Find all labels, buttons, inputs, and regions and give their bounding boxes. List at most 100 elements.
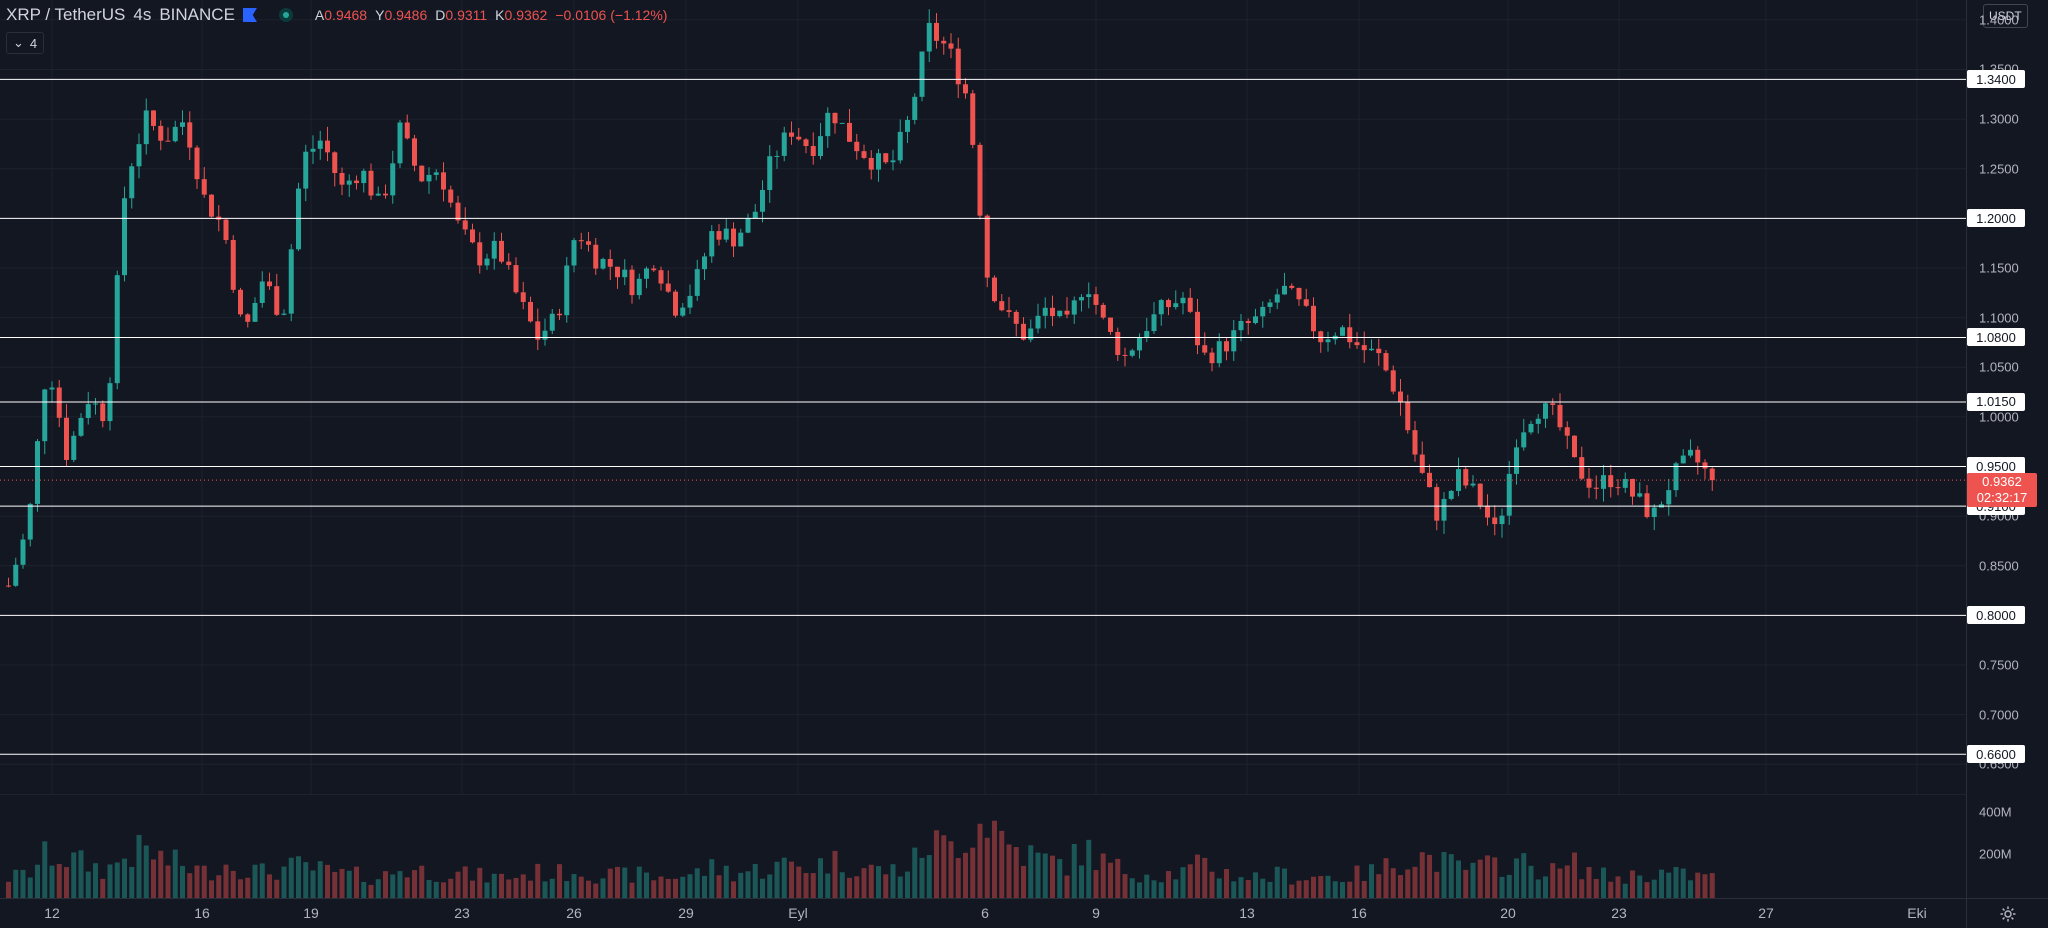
candle-body (564, 265, 570, 316)
candle-body (1419, 454, 1425, 473)
volume-bar (999, 830, 1005, 898)
last-price-value: 0.9362 (1982, 474, 2022, 490)
candle-body (1115, 331, 1121, 355)
volume-bar (1680, 868, 1686, 898)
candle-body (760, 190, 765, 212)
horizontal-level-label[interactable]: 0.8000 (1967, 606, 2025, 625)
horizontal-level-label[interactable]: 1.0800 (1967, 328, 2025, 347)
volume-bar (455, 871, 461, 898)
volume-bar (622, 867, 628, 898)
price-tick: 0.8500 (1979, 558, 2019, 574)
volume-bar (1528, 865, 1534, 898)
price-tick: 1.2500 (1979, 161, 2019, 177)
volume-bar (1274, 866, 1280, 898)
volume-bar (680, 876, 686, 898)
candle-body (1209, 352, 1215, 364)
horizontal-level-label[interactable]: 0.6600 (1967, 745, 2025, 764)
candle-body (1253, 316, 1258, 324)
candle-body (1202, 345, 1208, 353)
price-tick: 0.7000 (1979, 707, 2019, 723)
candle-body (1506, 473, 1512, 516)
volume-bar (948, 841, 954, 898)
symbol-legend: XRP / TetherUS 4s BINANCE A0.9468 Y0.948… (6, 4, 667, 26)
volume-bar (1514, 858, 1519, 898)
volume-tick: 200M (1979, 846, 2012, 862)
candle-body (1274, 294, 1280, 303)
time-tick: 27 (1758, 905, 1774, 921)
volume-bar (767, 874, 773, 898)
candle-body (1608, 475, 1614, 488)
candle-body (999, 301, 1005, 311)
volume-bar (1405, 869, 1411, 898)
price-chart-pane[interactable] (0, 0, 1966, 794)
candle-body (129, 166, 135, 199)
volume-bar (433, 881, 439, 898)
volume-bar (1608, 881, 1614, 898)
volume-bar (361, 881, 367, 898)
candle-body (941, 40, 947, 44)
candle-body (267, 281, 272, 287)
candle-body (20, 539, 26, 565)
horizontal-level-label[interactable]: 1.0150 (1967, 392, 2025, 411)
volume-bar (172, 849, 178, 898)
volume-pane[interactable] (0, 794, 1966, 898)
candle-body (926, 22, 932, 52)
candle-body (397, 122, 403, 164)
interval-label[interactable]: 4s (133, 5, 152, 24)
volume-bar (1637, 875, 1643, 898)
time-tick: 23 (1611, 905, 1627, 921)
candle-body (1477, 483, 1483, 506)
volume-bar (890, 864, 896, 898)
flag-icon[interactable] (242, 8, 257, 22)
volume-bar (1383, 858, 1389, 898)
price-axis[interactable]: 1.40001.35001.30001.25001.20001.15001.10… (1966, 0, 2048, 898)
volume-bar (1622, 883, 1628, 898)
candle-body (346, 180, 352, 185)
candle-body (1071, 300, 1077, 315)
volume-bar (803, 873, 809, 898)
volume-bar (1079, 865, 1084, 898)
time-axis[interactable]: 12 16 19 23 26 29 Eyl 6 9 13 16 20 23 27 Eki (0, 898, 1966, 928)
symbol-name[interactable]: XRP / TetherUS (6, 5, 126, 24)
volume-bar (1579, 879, 1585, 898)
volume-bar (513, 877, 519, 898)
candle-body (361, 170, 367, 184)
volume-bar (383, 871, 388, 898)
time-tick: 29 (678, 905, 694, 921)
candle-body (687, 295, 693, 308)
volume-bar (1282, 868, 1287, 898)
candle-body (288, 249, 294, 314)
horizontal-level-label[interactable]: 1.2000 (1967, 209, 2025, 228)
volume-bar (1122, 874, 1128, 898)
currency-button[interactable]: USDT (1983, 4, 2028, 28)
horizontal-level-label[interactable]: 0.9500 (1967, 457, 2025, 476)
volume-bar (1441, 851, 1447, 898)
volume-bar (1572, 852, 1577, 898)
candle-body (868, 157, 874, 170)
candle-body (1579, 457, 1585, 479)
chart-settings-button[interactable] (1966, 898, 2048, 928)
candle-body (390, 163, 396, 196)
candle-body (1086, 294, 1092, 298)
candle-body (600, 258, 606, 269)
candlestick-chart[interactable] (0, 0, 1966, 794)
volume-bar (1666, 872, 1672, 898)
volume-histogram[interactable] (0, 794, 1966, 898)
candle-body (491, 240, 497, 259)
volume-bar (1129, 878, 1135, 898)
candle-body (1535, 418, 1541, 424)
candle-body (876, 153, 881, 170)
candle-body (1593, 487, 1599, 489)
candle-body (1543, 403, 1548, 419)
indicators-toggle-button[interactable]: ⌄ 4 (6, 32, 45, 54)
volume-bar (687, 874, 693, 898)
time-tick: 23 (454, 905, 470, 921)
candle-body (963, 84, 968, 94)
horizontal-level-label[interactable]: 1.3400 (1967, 70, 2025, 89)
volume-bar (288, 857, 294, 898)
candle-body (607, 258, 613, 267)
volume-bar (752, 864, 758, 898)
volume-bar (586, 880, 591, 898)
candle-body (1521, 432, 1527, 448)
market-status-icon[interactable] (278, 8, 293, 22)
